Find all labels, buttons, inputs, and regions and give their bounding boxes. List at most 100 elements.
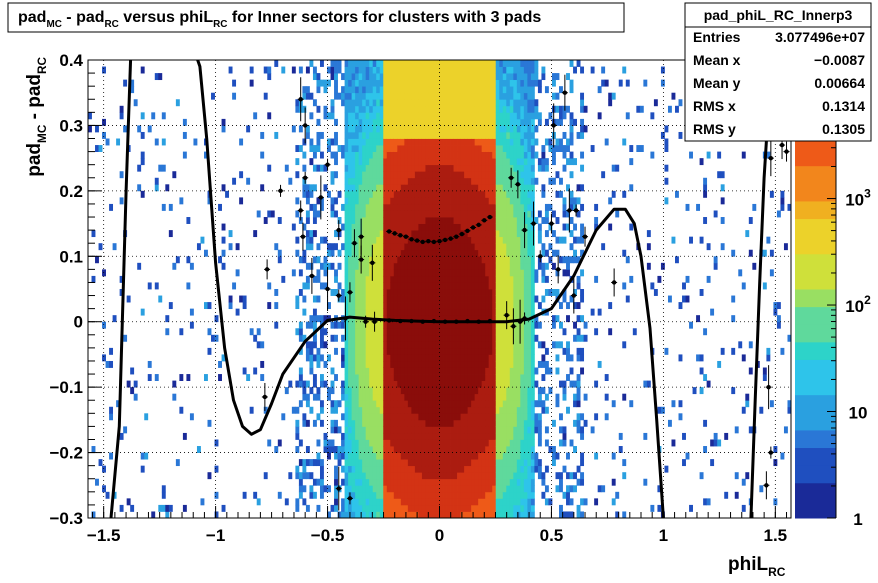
heatmap-cell xyxy=(435,131,440,139)
heatmap-cell xyxy=(267,439,272,447)
heatmap-cell xyxy=(312,321,317,329)
heatmap-cell xyxy=(369,217,374,224)
heatmap-cell xyxy=(541,354,546,362)
heatmap-cell xyxy=(527,406,532,414)
heatmap-cell xyxy=(393,262,398,270)
heatmap-cell xyxy=(105,360,110,368)
heatmap-cell xyxy=(298,217,303,224)
heatmap-cell xyxy=(516,112,521,120)
heatmap-cell xyxy=(428,387,433,395)
heatmap-cell xyxy=(404,439,409,447)
heatmap-cell xyxy=(348,131,353,139)
heatmap-cell xyxy=(523,92,528,100)
heatmap-cell xyxy=(530,302,535,310)
heatmap-cell xyxy=(239,171,244,179)
heatmap-cell xyxy=(457,223,461,231)
heatmap-cell xyxy=(140,158,145,166)
heatmap-cell xyxy=(116,400,121,408)
heatmap-cell xyxy=(383,262,388,270)
heatmap-cell xyxy=(660,79,665,87)
heatmap-cell xyxy=(295,465,300,473)
heatmap-cell xyxy=(481,151,486,159)
heatmap-cell xyxy=(432,79,437,87)
heatmap-cell xyxy=(513,125,518,133)
heatmap-cell xyxy=(443,275,447,283)
heatmap-cell xyxy=(334,452,338,460)
heatmap-cell xyxy=(411,504,416,512)
heatmap-cell xyxy=(471,354,476,362)
heatmap-cell xyxy=(527,171,532,179)
heatmap-cell xyxy=(446,145,451,152)
heatmap-cell xyxy=(404,243,409,251)
heatmap-cell xyxy=(432,302,437,310)
heatmap-cell xyxy=(351,478,356,486)
heatmap-cell xyxy=(467,498,472,506)
heatmap-cell xyxy=(312,374,317,381)
heatmap-cell xyxy=(358,138,363,146)
heatmap-cell xyxy=(534,138,539,146)
heatmap-cell xyxy=(341,504,345,512)
heatmap-cell xyxy=(453,236,458,244)
heatmap-cell xyxy=(499,275,504,283)
heatmap-cell xyxy=(418,230,423,238)
heatmap-cell xyxy=(464,249,469,257)
heatmap-cell xyxy=(158,295,163,303)
heatmap-cell xyxy=(235,308,240,316)
heatmap-cell xyxy=(741,354,746,362)
heatmap-cell xyxy=(478,302,483,310)
heatmap-cell xyxy=(488,321,493,329)
heatmap-cell xyxy=(446,210,451,218)
heatmap-cell xyxy=(376,184,381,192)
heatmap-cell xyxy=(302,498,307,506)
heatmap-cell xyxy=(421,138,426,146)
heatmap-cell xyxy=(488,275,493,283)
heatmap-cell xyxy=(432,282,437,290)
heatmap-cell xyxy=(351,380,356,388)
heatmap-cell xyxy=(580,459,585,467)
heatmap-cell xyxy=(214,491,219,499)
heatmap-cell xyxy=(204,374,208,381)
heatmap-cell xyxy=(450,151,454,159)
heatmap-cell xyxy=(327,66,331,74)
heatmap-cell xyxy=(351,491,356,499)
heatmap-cell xyxy=(404,491,409,499)
heatmap-cell xyxy=(327,485,331,493)
heatmap-cell xyxy=(165,511,170,519)
heatmap-cell xyxy=(446,79,451,87)
heatmap-cell xyxy=(488,328,493,336)
heatmap-cell xyxy=(509,315,514,323)
heatmap-cell xyxy=(523,66,528,74)
heatmap-cell xyxy=(453,452,458,460)
heatmap-cell xyxy=(492,341,497,349)
heatmap-cell xyxy=(358,112,363,120)
heatmap-cell xyxy=(414,184,419,192)
heatmap-cell xyxy=(432,275,437,283)
heatmap-cell xyxy=(344,145,349,152)
heatmap-cell xyxy=(344,432,349,440)
heatmap-cell xyxy=(516,439,521,447)
heatmap-cell xyxy=(302,249,307,257)
heatmap-cell xyxy=(523,223,528,231)
heatmap-cell xyxy=(457,282,461,290)
heatmap-cell xyxy=(379,223,384,231)
heatmap-cell xyxy=(485,99,490,107)
heatmap-cell xyxy=(407,295,412,303)
heatmap-cell xyxy=(530,112,535,120)
heatmap-cell xyxy=(330,171,335,179)
heatmap-cell xyxy=(421,243,426,251)
heatmap-cell xyxy=(446,217,451,224)
heatmap-cell xyxy=(530,158,535,166)
heatmap-cell xyxy=(523,321,528,329)
heatmap-cell xyxy=(576,347,581,355)
heatmap-cell xyxy=(344,249,349,257)
heatmap-cell xyxy=(344,511,349,519)
heatmap-cell xyxy=(397,99,402,107)
heatmap-cell xyxy=(397,79,402,87)
heatmap-cell xyxy=(478,66,483,74)
heatmap-cell xyxy=(481,328,486,336)
heatmap-cell xyxy=(344,295,349,303)
heatmap-cell xyxy=(443,203,447,211)
heatmap-cell xyxy=(696,315,701,323)
heatmap-cell xyxy=(418,164,423,172)
heatmap-cell xyxy=(478,223,483,231)
